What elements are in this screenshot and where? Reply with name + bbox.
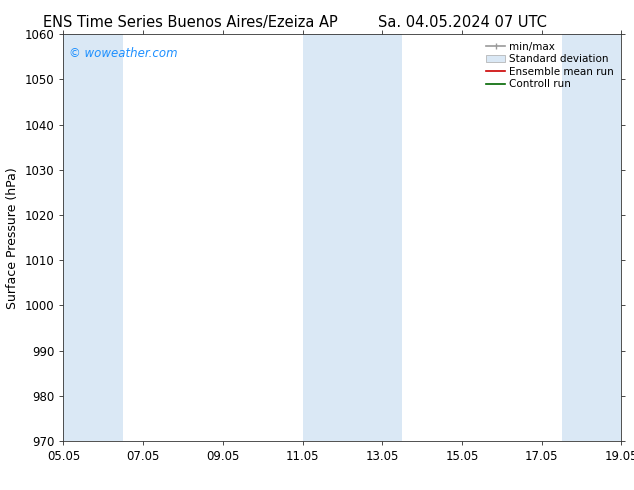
- Bar: [63, 34, 123, 441]
- Text: Sa. 04.05.2024 07 UTC: Sa. 04.05.2024 07 UTC: [378, 15, 547, 30]
- Y-axis label: Surface Pressure (hPa): Surface Pressure (hPa): [6, 167, 19, 309]
- Text: ENS Time Series Buenos Aires/Ezeiza AP: ENS Time Series Buenos Aires/Ezeiza AP: [43, 15, 337, 30]
- Text: © woweather.com: © woweather.com: [69, 47, 178, 59]
- Legend: min/max, Standard deviation, Ensemble mean run, Controll run: min/max, Standard deviation, Ensemble me…: [484, 40, 616, 92]
- Bar: [562, 34, 621, 441]
- Bar: [302, 34, 402, 441]
